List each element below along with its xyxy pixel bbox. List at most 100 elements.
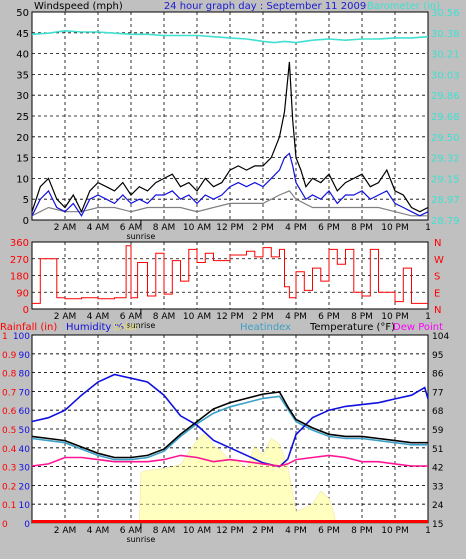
rainfall-tick-label: 0.8 <box>2 370 17 380</box>
series-line-dew-point <box>31 454 428 467</box>
barometer-axis-title: Barometer (in) <box>367 1 440 12</box>
time-tick-label: 2 AM <box>54 312 77 322</box>
time-tick-label: 2 AM <box>54 526 77 536</box>
rainfall-tick-label: 0.2 <box>2 482 16 492</box>
time-tick-end-label: 1 <box>425 223 431 233</box>
wind-direction-tick-label: 90 <box>16 288 29 299</box>
time-tick-label: 2 PM <box>252 312 274 322</box>
series-line-humidity- <box>31 373 429 468</box>
temperature-tick-label: 77 <box>432 388 443 398</box>
legend-heatindex: Heatindex <box>240 322 291 333</box>
barometer-tick-label: 29.50 <box>431 133 460 144</box>
rainfall-tick-label: 0.1 <box>2 501 16 511</box>
wind-direction-tick-label: 180 <box>10 272 29 283</box>
temperature-humidity-panel: 2 AM 4 AM 6 AM 8 AM 10 AM 12 PM 2 PM 4 PM 6 PM 8 … <box>2 332 449 544</box>
time-tick-label: 12 PM <box>216 312 244 322</box>
rainfall-tick-label: 1 <box>2 332 8 342</box>
legend-solar: Solar <box>113 322 139 333</box>
windspeed-tick-label: 15 <box>16 154 29 165</box>
series-line-wind-average <box>31 190 428 217</box>
temperature-tick-label: 95 <box>432 351 443 361</box>
humidity-tick-label: 40 <box>19 445 31 455</box>
windspeed-axis-title: Windspeed (mph) <box>34 1 123 12</box>
sunrise-label: sunrise <box>126 535 155 544</box>
wind-barometer-panel: 2 AM 4 AM 6 AM 8 AM 10 AM 12 PM 2 PM 4 PM 6 PM 8 … <box>16 8 459 241</box>
windspeed-tick-label: 10 <box>16 174 29 185</box>
time-tick-label: 8 AM <box>153 526 176 536</box>
time-tick-label: 4 PM <box>285 526 307 536</box>
time-tick-label: 6 PM <box>318 526 340 536</box>
humidity-tick-label: 90 <box>19 351 31 361</box>
temperature-tick-label: 42 <box>432 464 443 474</box>
series-line-wind-direction <box>32 245 428 304</box>
series-area-solar <box>32 432 428 524</box>
humidity-tick-label: 30 <box>19 464 31 474</box>
legend-rainfall: Rainfall (in) <box>0 322 57 333</box>
temperature-tick-label: 33 <box>432 482 443 492</box>
wind-direction-tick-label: 0 <box>23 305 29 316</box>
time-tick-end-label: 1 <box>425 312 431 322</box>
time-tick-end-label: 1 <box>425 526 431 536</box>
series-bar-rainfall <box>32 520 428 523</box>
rainfall-tick-label: 0 <box>2 520 8 530</box>
chart-title: 24 hour graph day : September 11 2009 <box>164 1 366 12</box>
humidity-tick-label: 70 <box>19 388 31 398</box>
time-tick-label: 10 PM <box>381 312 409 322</box>
rainfall-tick-label: 0.9 <box>2 351 17 361</box>
windspeed-tick-label: 45 <box>16 29 29 40</box>
humidity-tick-label: 60 <box>19 407 31 417</box>
time-tick-label: 12 PM <box>216 223 244 233</box>
barometer-tick-label: 28.97 <box>431 195 460 206</box>
time-tick-label: 6 AM <box>120 526 143 536</box>
compass-direction-label: N <box>434 238 441 249</box>
time-tick-label: 8 PM <box>351 526 373 536</box>
humidity-tick-label: 20 <box>19 482 31 492</box>
compass-direction-label: W <box>434 255 444 266</box>
barometer-tick-label: 29.32 <box>431 154 460 165</box>
legend-dew-point: Dew Point <box>393 322 443 333</box>
windspeed-tick-label: 50 <box>16 8 29 19</box>
windspeed-tick-label: 0 <box>23 216 29 227</box>
barometer-tick-label: 30.38 <box>431 29 460 40</box>
time-tick-label: 6 AM <box>120 223 143 233</box>
time-tick-label: 2 AM <box>54 223 77 233</box>
time-tick-label: 8 AM <box>153 312 176 322</box>
time-tick-label: 10 AM <box>183 223 211 233</box>
rainfall-tick-label: 0.4 <box>2 445 17 455</box>
rainfall-tick-label: 0.5 <box>2 426 16 436</box>
time-tick-label: 8 AM <box>153 223 176 233</box>
barometer-tick-label: 28.79 <box>431 216 460 227</box>
windspeed-tick-label: 35 <box>16 70 29 81</box>
barometer-tick-label: 30.03 <box>431 70 460 81</box>
wind-direction-panel: 2 AM 4 AM 6 AM 8 AM 10 AM 12 PM 2 PM 4 PM 6 PM 8 … <box>10 238 444 330</box>
time-tick-label: 4 PM <box>285 223 307 233</box>
wind-direction-tick-label: 270 <box>10 255 29 266</box>
time-tick-label: 4 AM <box>87 223 110 233</box>
humidity-tick-label: 100 <box>13 332 30 342</box>
rainfall-tick-label: 0.6 <box>2 407 17 417</box>
windspeed-tick-label: 20 <box>16 133 29 144</box>
compass-direction-label: S <box>434 272 440 283</box>
barometer-tick-label: 30.56 <box>431 8 460 19</box>
series-line-wind-speed <box>31 152 429 217</box>
legend-humidity: Humidity % <box>66 322 124 333</box>
barometer-tick-label: 29.15 <box>431 174 460 185</box>
time-tick-label: 2 PM <box>252 223 274 233</box>
series-line-heatindex <box>31 395 428 461</box>
temperature-tick-label: 15 <box>432 520 443 530</box>
barometer-tick-label: 30.21 <box>431 50 460 61</box>
time-tick-label: 6 PM <box>318 312 340 322</box>
legend-temperature: Temperature (°F) <box>309 322 395 333</box>
series-line-barometer-in- <box>31 29 429 44</box>
time-tick-label: 10 AM <box>183 312 211 322</box>
barometer-tick-label: 29.86 <box>431 91 460 102</box>
time-tick-label: 4 AM <box>87 526 110 536</box>
wind-direction-tick-label: 360 <box>10 238 29 249</box>
temperature-tick-label: 104 <box>432 332 449 342</box>
time-tick-label: 6 AM <box>120 312 143 322</box>
temperature-tick-label: 51 <box>432 445 443 455</box>
series-line-wind-gust <box>31 61 429 214</box>
time-tick-label: 10 AM <box>183 526 211 536</box>
